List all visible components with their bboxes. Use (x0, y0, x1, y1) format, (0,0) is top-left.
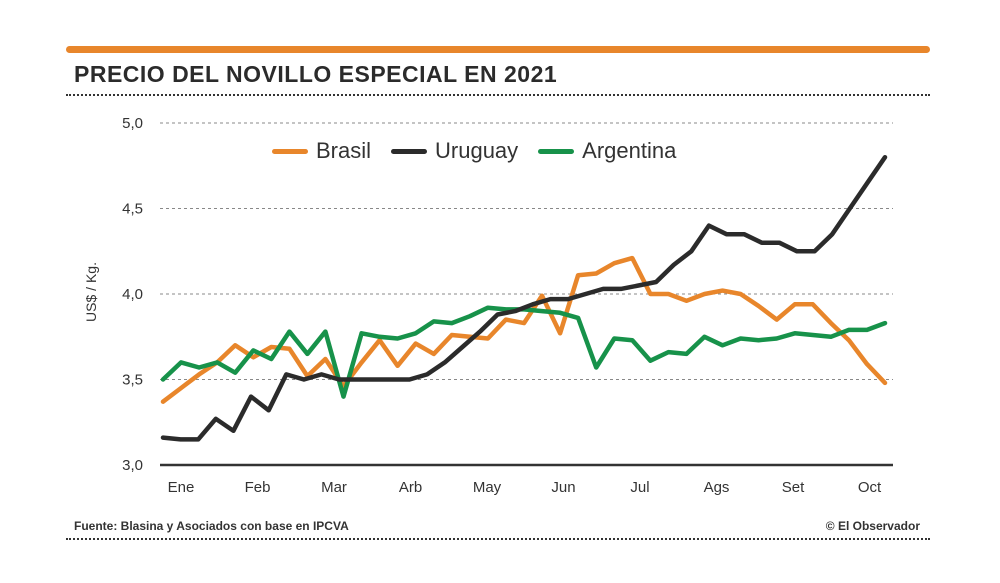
x-tick-label: Jun (551, 479, 575, 496)
legend-item-brasil: Brasil (272, 138, 371, 164)
x-axis-ticks: Ene Feb Mar Arb May Jun Jul Ags Set Oct (168, 479, 882, 496)
y-axis-label: US$ / Kg. (83, 262, 99, 322)
y-tick-label: 5,0 (122, 115, 143, 132)
x-tick-label: Set (782, 479, 805, 496)
legend-swatch-argentina (538, 148, 575, 154)
legend: Brasil Uruguay Argentina (272, 138, 676, 164)
title-divider (66, 94, 930, 96)
legend-swatch-brasil (272, 148, 308, 154)
x-tick-label: Ene (168, 479, 195, 496)
y-tick-label: 4,5 (122, 201, 143, 218)
credit-note: © El Observador (825, 519, 920, 533)
chart-title: PRECIO DEL NOVILLO ESPECIAL EN 2021 (74, 61, 558, 87)
y-tick-label: 3,0 (122, 457, 143, 474)
legend-label-argentina: Argentina (582, 138, 677, 163)
x-tick-label: Feb (245, 479, 271, 496)
x-tick-label: Oct (858, 479, 882, 496)
grid-lines (160, 122, 893, 467)
top-accent-bar (66, 46, 930, 53)
legend-label-brasil: Brasil (316, 138, 372, 163)
legend-label-uruguay: Uruguay (435, 138, 519, 163)
x-tick-label: Jul (630, 479, 649, 496)
x-tick-label: Ags (704, 479, 730, 496)
series-line-brasil (160, 255, 888, 404)
x-tick-label: Arb (399, 479, 422, 496)
series-line-uruguay (160, 154, 888, 442)
x-tick-label: May (473, 479, 502, 496)
legend-item-argentina: Argentina (538, 138, 676, 164)
source-note: Fuente: Blasina y Asociados con base en … (74, 519, 349, 533)
series-lines (160, 154, 888, 442)
y-tick-label: 3,5 (122, 372, 143, 389)
legend-swatch-uruguay (391, 148, 428, 154)
footer-divider (66, 538, 930, 540)
y-tick-label: 4,0 (122, 286, 143, 303)
legend-item-uruguay: Uruguay (391, 138, 518, 164)
y-axis-ticks: 3,0 3,5 4,0 4,5 5,0 (122, 115, 143, 474)
x-tick-label: Mar (321, 479, 347, 496)
